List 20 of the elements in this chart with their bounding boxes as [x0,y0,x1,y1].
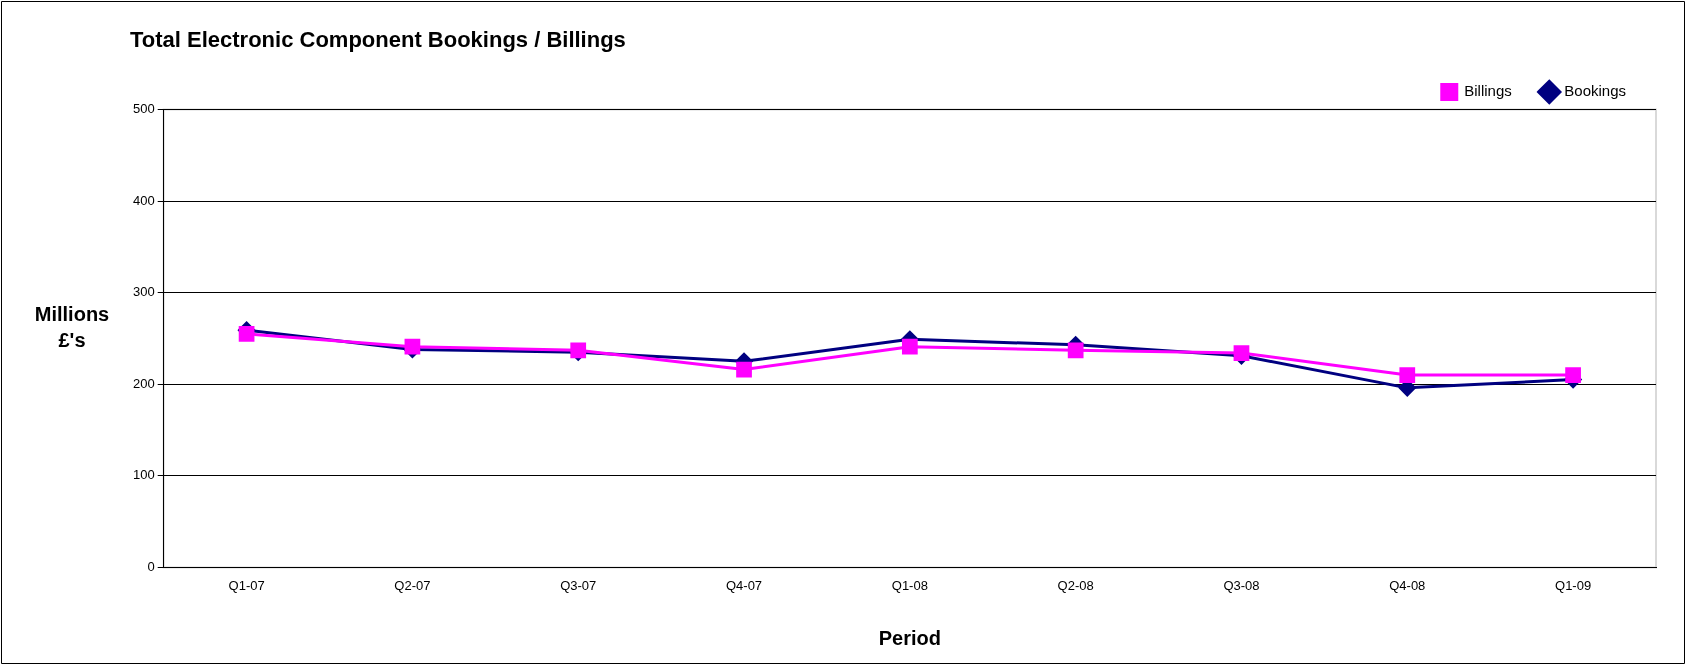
chart-title: Total Electronic Component Bookings / Billings [130,27,626,53]
x-axis-title: Period [878,626,941,649]
x-tick-label: Q1-08 [891,577,928,593]
x-tick-label: Q4-08 [1389,577,1426,593]
y-tick-label: 300 [132,284,155,300]
x-tick-label: Q1-07 [228,577,265,593]
y-tick-label: 0 [147,558,155,574]
legend-label: Billings [1464,82,1512,100]
y-tick-label: 100 [132,467,155,483]
x-tick-label: Q1-09 [1555,577,1592,593]
x-tick-label: Q2-08 [1057,577,1094,593]
y-axis-title: Millions £'s [34,302,110,351]
x-tick-label: Q3-08 [1223,577,1260,593]
y-tick-label: 400 [132,192,155,208]
x-tick-label: Q4-07 [725,577,763,593]
legend-label: Bookings [1564,82,1627,100]
y-tick-label: 500 [132,100,155,116]
y-tick-label: 200 [132,375,155,391]
x-tick-label: Q3-07 [560,577,597,593]
x-tick-label: Q2-07 [394,577,431,593]
